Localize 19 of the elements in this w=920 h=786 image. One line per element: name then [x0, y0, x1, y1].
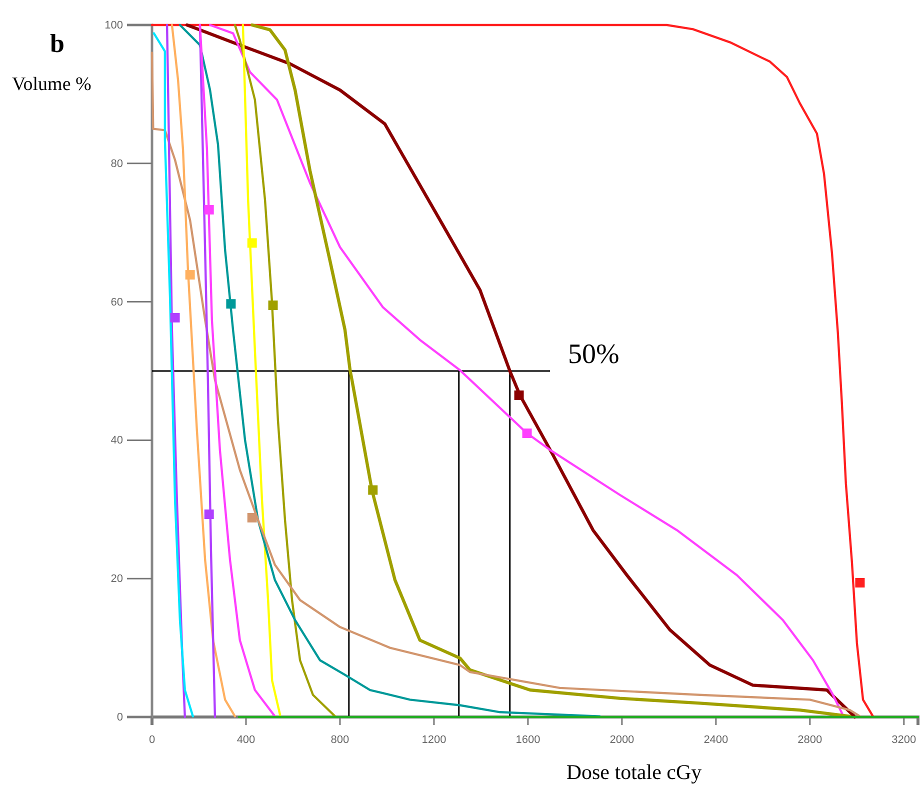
- chart-title: b: [50, 29, 64, 58]
- x-tick-label: 2000: [610, 734, 634, 746]
- y-tick-label: 80: [110, 158, 123, 170]
- x-tick-label: 2800: [798, 734, 822, 746]
- y-tick-label: 60: [110, 296, 123, 308]
- y-tick-label: 0: [116, 712, 123, 724]
- x-tick-label: 2400: [704, 734, 728, 746]
- x-tick-label: 0: [148, 734, 156, 746]
- x-tick-label: 1200: [422, 734, 446, 746]
- x-tick-label: 3200: [892, 734, 916, 746]
- x-tick-label: 800: [330, 734, 350, 746]
- y-axis-title: Volume %: [12, 74, 92, 95]
- annotation: 50%: [568, 339, 620, 370]
- y-tick-label: 40: [110, 434, 123, 447]
- y-tick-label: 20: [110, 573, 123, 586]
- y-tick-label: 100: [104, 20, 123, 32]
- x-tick-label: 400: [236, 734, 256, 746]
- x-tick-label: 1600: [516, 734, 540, 746]
- x-axis-title: Dose totale cGy: [566, 760, 702, 784]
